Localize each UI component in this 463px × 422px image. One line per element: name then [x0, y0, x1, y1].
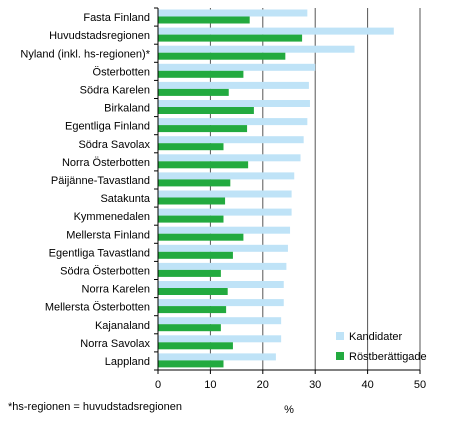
bar-rostberattigade [158, 215, 224, 223]
legend-label-kandidater: Kandidater [349, 331, 403, 343]
x-tick-labels: 0 10 20 30 40 50 [155, 370, 426, 391]
bar-kandidater [158, 81, 309, 89]
category-label: Mellersta Finland [66, 229, 150, 241]
bar-kandidater [158, 281, 284, 288]
bar-kandidater [158, 100, 310, 107]
bar-rostberattigade [158, 52, 286, 60]
bar-rostberattigade [158, 161, 249, 169]
bar-kandidater [158, 154, 301, 162]
bar-rostberattigade [158, 179, 231, 187]
footnote: *hs-regionen = huvudstadsregionen [8, 401, 182, 413]
x-axis-label: % [284, 404, 294, 416]
category-label: Egentliga Tavastland [49, 247, 150, 259]
category-labels: Fasta Finland Huvudstadsregionen Nyland (i… [20, 12, 150, 368]
bar-rostberattigade [158, 324, 221, 332]
category-label: Nyland (inkl. hs-regionen)* [20, 48, 150, 60]
category-label: Birkaland [104, 103, 150, 115]
category-label: Norra Österbotten [62, 157, 150, 169]
category-label: Kajanaland [95, 320, 150, 332]
bar-kandidater [158, 299, 284, 307]
bar-rostberattigade [158, 233, 244, 241]
x-tick-label: 20 [257, 379, 269, 391]
category-label: Norra Savolax [80, 338, 150, 350]
category-label: Egentliga Finland [65, 121, 150, 133]
bar-rostberattigade [158, 342, 233, 350]
x-tick-label: 40 [361, 379, 373, 391]
axes [154, 7, 420, 371]
category-label: Södra Karelen [80, 84, 150, 96]
bar-kandidater [158, 262, 287, 270]
bar-kandidater [158, 190, 292, 198]
bar-kandidater [158, 63, 316, 71]
category-label: Lappland [105, 356, 150, 368]
bar-rostberattigade [158, 251, 233, 259]
bar-rostberattigade [158, 306, 227, 314]
bar-rostberattigade [158, 88, 229, 96]
bar-kandidater [158, 208, 292, 216]
bar-rostberattigade [158, 70, 244, 78]
category-label: Huvudstadsregionen [49, 30, 150, 42]
category-label: Södra Österbotten [60, 265, 150, 277]
bar-kandidater [158, 226, 291, 234]
category-label: Norra Karelen [82, 284, 150, 296]
bar-kandidater [158, 9, 308, 17]
x-tick-label: 10 [204, 379, 216, 391]
category-label: Satakunta [100, 193, 150, 205]
grid-lines [209, 8, 421, 370]
bar-rostberattigade [158, 197, 226, 205]
x-tick-label: 30 [309, 379, 321, 391]
bar-rostberattigade [158, 269, 221, 277]
category-label: Södra Savolax [78, 139, 150, 151]
bar-kandidater [158, 244, 288, 252]
bars [158, 9, 394, 368]
x-tick-label: 50 [414, 379, 426, 391]
bar-rostberattigade [158, 143, 224, 151]
category-label: Päijänne-Tavastland [51, 175, 150, 187]
legend: Kandidater Röstberättigade [336, 331, 427, 363]
legend-swatch-kandidater [336, 332, 344, 340]
category-label: Fasta Finland [83, 12, 150, 24]
bar-rostberattigade [158, 360, 224, 368]
bar-rostberattigade [158, 288, 228, 295]
bar-kandidater [158, 317, 282, 325]
bar-kandidater [158, 136, 304, 144]
category-label: Österbotten [93, 66, 150, 78]
bar-kandidater [158, 172, 295, 180]
x-tick-label: 0 [155, 379, 161, 391]
bar-rostberattigade [158, 16, 250, 24]
bar-kandidater [158, 353, 276, 361]
category-label: Kymmenedalen [74, 211, 150, 223]
legend-swatch-rostberattigade [336, 352, 344, 360]
bar-kandidater [158, 45, 355, 53]
bar-rostberattigade [158, 125, 248, 133]
legend-label-rostberattigade: Röstberättigade [349, 351, 427, 363]
category-label: Mellersta Österbotten [45, 302, 150, 314]
bar-kandidater [158, 27, 394, 35]
bar-rostberattigade [158, 34, 303, 42]
bar-kandidater [158, 335, 282, 343]
bar-kandidater [158, 118, 308, 126]
bar-rostberattigade [158, 107, 254, 114]
